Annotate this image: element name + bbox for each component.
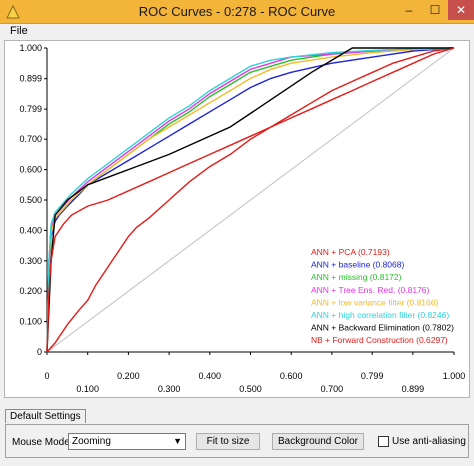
x-tick-label: 1.000: [443, 371, 466, 381]
tab-default-settings[interactable]: Default Settings: [5, 409, 86, 423]
mouse-mode-label: Mouse Mode: [12, 437, 70, 448]
menu-file[interactable]: File: [10, 25, 28, 37]
anti-aliasing-checkbox[interactable]: [378, 436, 389, 447]
legend-entry-1: ANN + PCA (0.7193): [311, 247, 390, 257]
y-tick-label: 1.000: [19, 43, 42, 53]
window-title: ROC Curves - 0:278 - ROC Curve: [138, 4, 336, 19]
x-tick-label: 0.100: [76, 384, 99, 394]
y-tick-label: 0: [37, 347, 42, 357]
x-tick-label: 0: [44, 371, 49, 381]
series-line-1: [46, 47, 455, 353]
x-tick-label: 0.899: [402, 384, 425, 394]
legend-entry-7: ANN + Backward Elimination (0.7802): [311, 323, 454, 333]
x-tick-label: 0.300: [158, 384, 181, 394]
x-tick-label: 0.400: [199, 371, 222, 381]
y-tick-label: 0.400: [19, 225, 42, 235]
y-tick-label: 0.500: [19, 195, 42, 205]
y-tick-label: 0.300: [19, 256, 42, 266]
knime-warning-icon: [6, 5, 20, 19]
random-baseline-line: [46, 47, 455, 353]
x-tick-label: 0.200: [117, 371, 140, 381]
background-color-button[interactable]: Background Color: [272, 433, 364, 450]
menu-bar: File: [0, 24, 474, 40]
anti-aliasing-label: Use anti-aliasing: [392, 436, 466, 447]
y-tick-label: 0.100: [19, 317, 42, 327]
legend-entry-5: ANN + low variance filter (0.8166): [311, 297, 438, 307]
minimize-button[interactable]: –: [405, 3, 413, 17]
series-line-5: [46, 47, 455, 353]
legend-entry-3: ANN + missing (0.8172): [311, 272, 402, 282]
fit-to-size-button[interactable]: Fit to size: [196, 433, 260, 450]
series-line-7: [46, 47, 454, 353]
mouse-mode-value: Zooming: [72, 436, 111, 447]
x-tick-label: 0.500: [239, 384, 262, 394]
y-tick-label: 0.200: [19, 286, 42, 296]
legend-entry-8: NB + Forward Construction (0.6297): [311, 335, 448, 345]
settings-tabs: Default Settings: [5, 409, 86, 424]
close-button[interactable]: ✕: [448, 0, 474, 20]
title-bar: ROC Curves - 0:278 - ROC Curve – ☐ ✕: [0, 0, 474, 24]
legend-entry-2: ANN + baseline (0.8068): [311, 260, 404, 270]
y-tick-label: 0.600: [19, 165, 42, 175]
series-line-2: [46, 47, 455, 353]
x-tick-label: 0.600: [280, 371, 303, 381]
roc-chart: 0 0.100 0.200 0.300 0.400 0.500 0.600 0.700 0.79…: [19, 43, 466, 394]
y-tick-label: 0.799: [19, 104, 42, 114]
y-tick-label: 0.700: [19, 134, 42, 144]
maximize-button[interactable]: ☐: [429, 3, 441, 17]
series-line-8: [46, 47, 455, 353]
legend-entry-4: ANN + Tree Ens. Red. (0.8176): [311, 285, 430, 295]
legend-entry-6: ANN + high correlation filter (0.8246): [311, 310, 449, 320]
mouse-mode-select[interactable]: Zooming ▼: [68, 433, 186, 450]
x-tick-label: 0.700: [321, 384, 344, 394]
x-tick-label: 0.799: [361, 371, 384, 381]
series-line-6: [46, 47, 455, 353]
y-tick-label: 0.899: [19, 74, 42, 84]
roc-plot-area[interactable]: 0 0.100 0.200 0.300 0.400 0.500 0.600 0.700 0.79…: [4, 40, 470, 398]
chevron-down-icon: ▼: [173, 436, 182, 446]
